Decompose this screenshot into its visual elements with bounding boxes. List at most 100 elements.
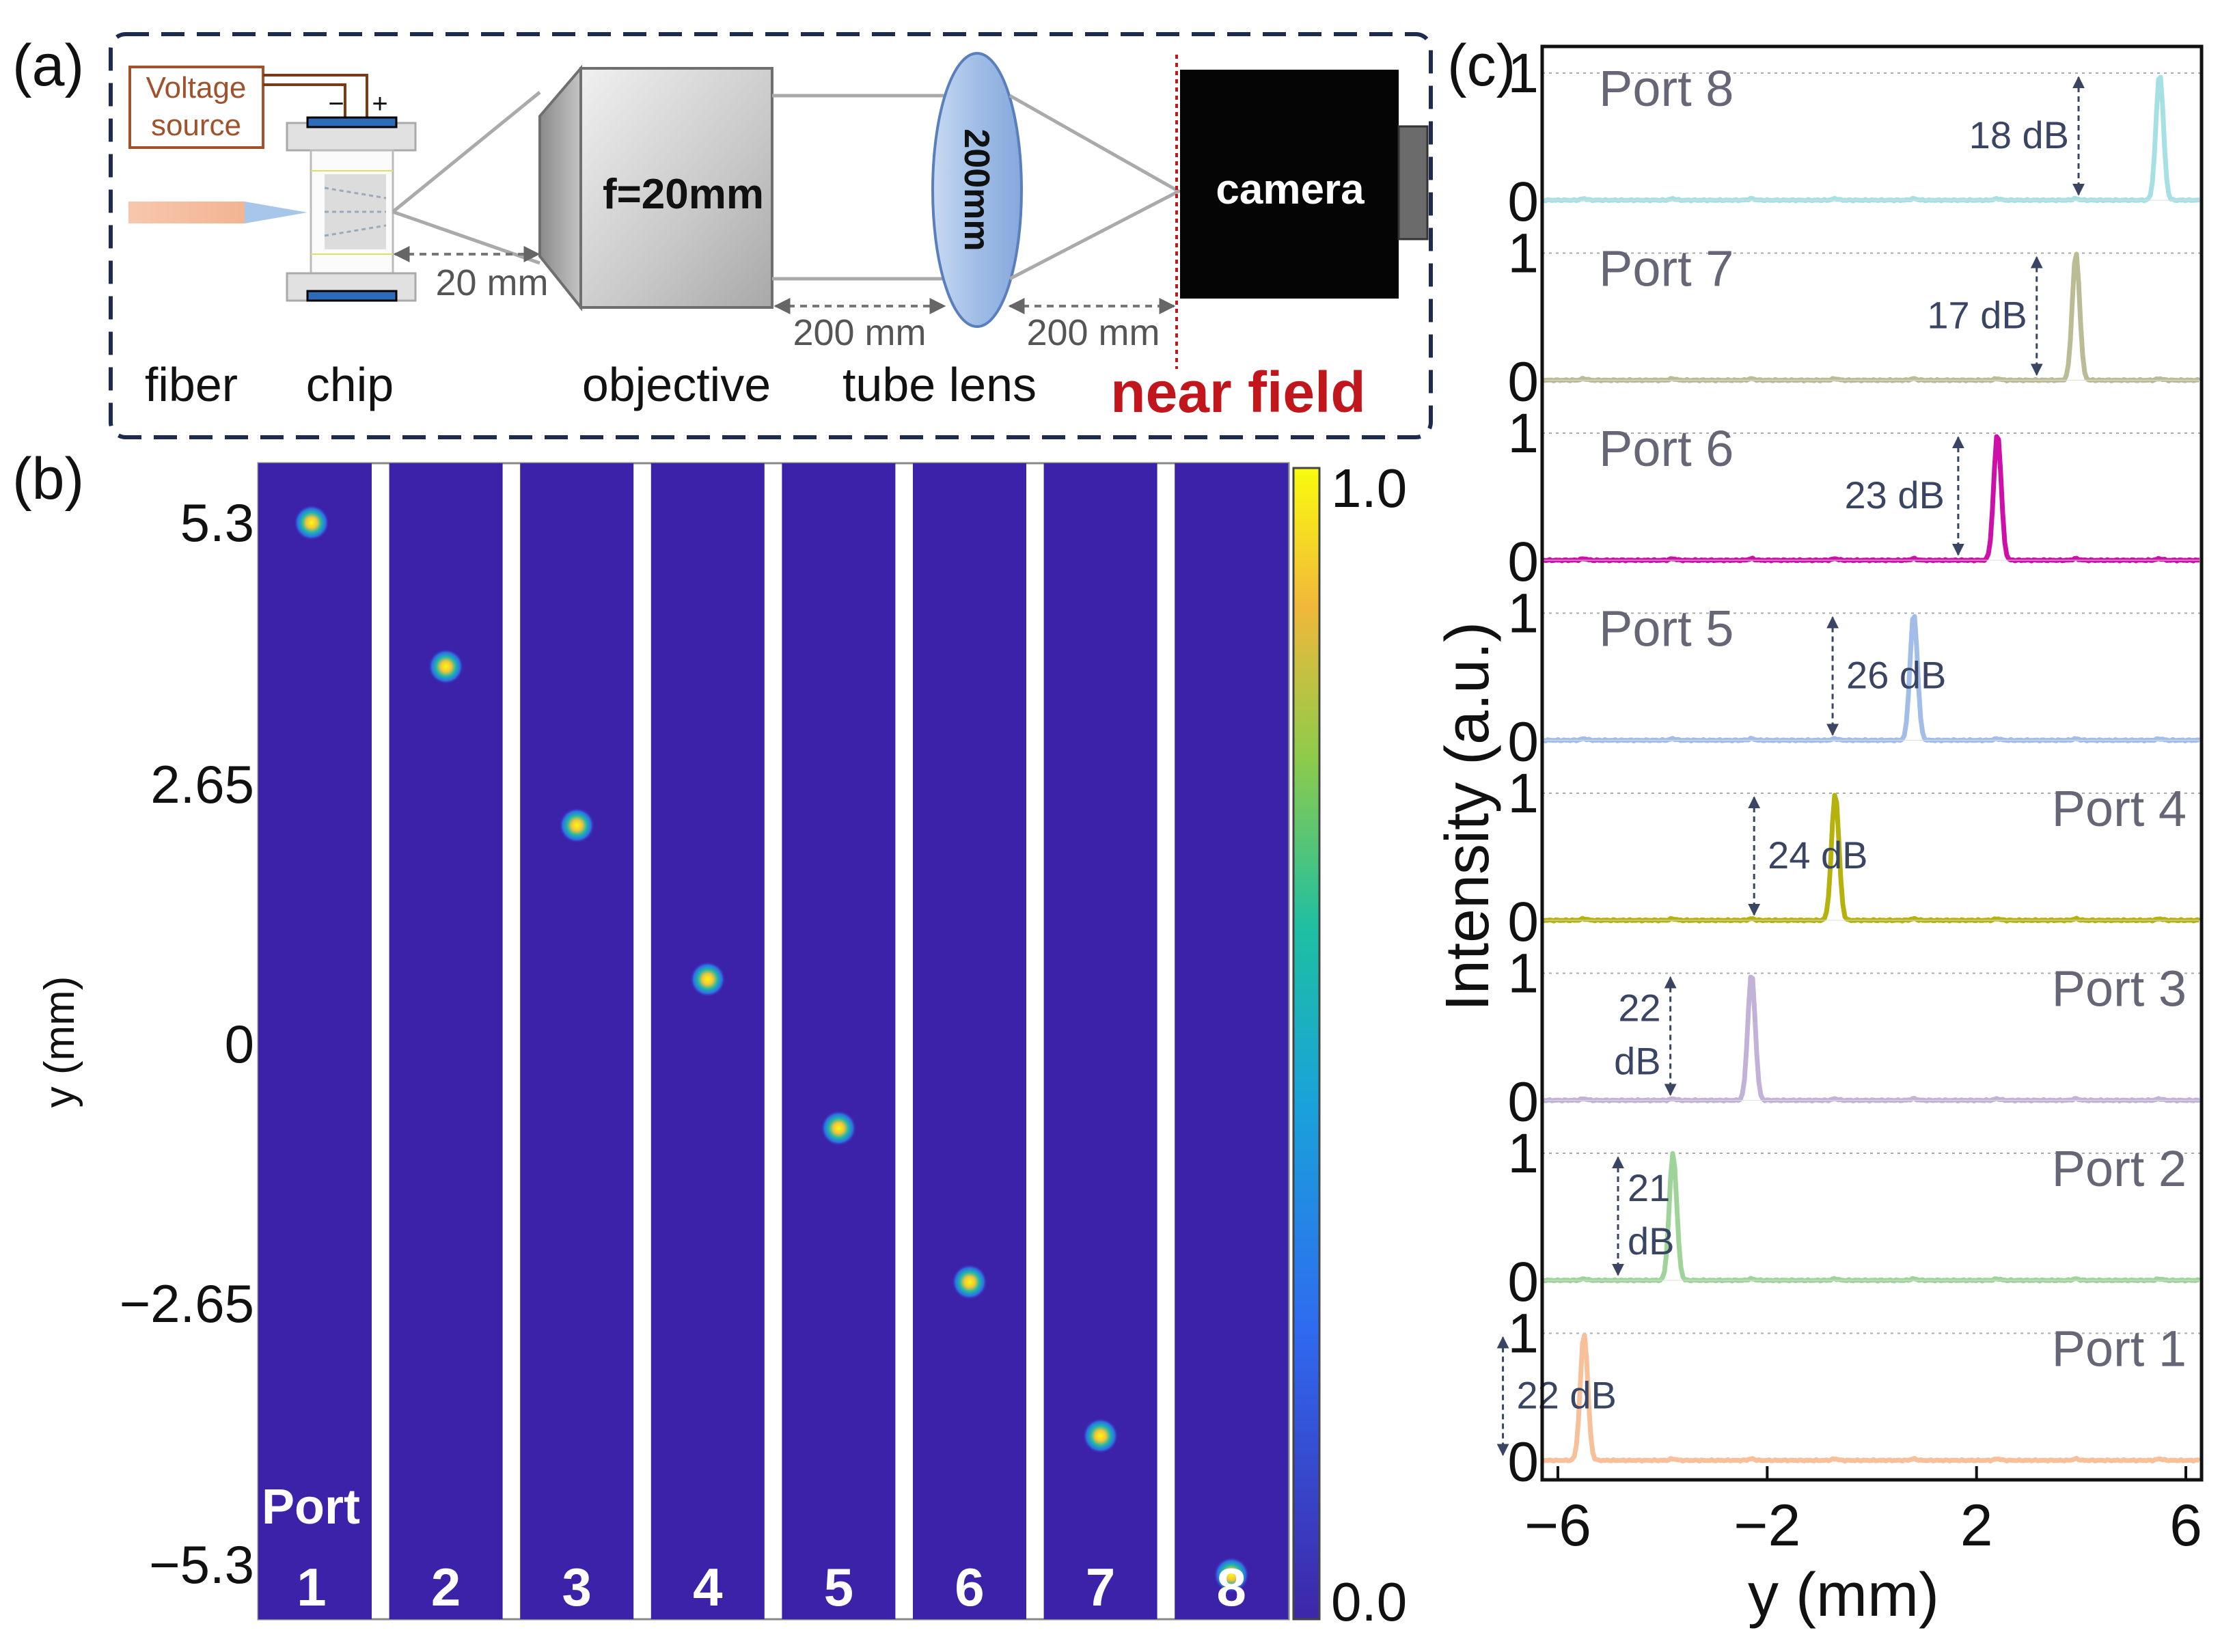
heatmap-spot xyxy=(1082,1418,1119,1454)
port-number: 7 xyxy=(1086,1557,1115,1617)
heatmap-spot xyxy=(559,808,595,844)
chip xyxy=(286,116,417,302)
port-number: 4 xyxy=(693,1557,722,1617)
port-label: Port 8 xyxy=(1599,60,1733,117)
heatmap-column xyxy=(650,463,765,1619)
ytick-one: 1 xyxy=(1507,1303,1539,1365)
ytick-one: 1 xyxy=(1507,1123,1539,1185)
isolation-label: 22 xyxy=(1618,987,1660,1030)
xtick-label: 2 xyxy=(1960,1493,1993,1558)
ytick: −5.3 xyxy=(149,1534,254,1595)
heatmap-spot xyxy=(1214,1557,1250,1593)
label-chip: chip xyxy=(306,358,394,411)
port-row: 1 0 Port 4 24 dB xyxy=(1507,740,2202,953)
isolation-label: dB xyxy=(1614,1040,1661,1083)
port-row: 1 0 Port 1 22 dB xyxy=(1496,1280,2202,1493)
heatmap-yticks: 5.3 2.65 0 −2.65 −5.3 xyxy=(120,493,254,1595)
port-label: Port 5 xyxy=(1599,601,1733,657)
isolation-label: 21 xyxy=(1628,1166,1670,1209)
ytick-one: 1 xyxy=(1507,762,1539,825)
xtick-label: 6 xyxy=(2169,1493,2202,1558)
heatmap-spot xyxy=(689,961,726,997)
setup-dashed-box xyxy=(109,32,1433,439)
port-label: Port 4 xyxy=(2052,780,2187,837)
port-row: 1 0 Port 2 21 dB xyxy=(1507,1100,2202,1313)
port-number: 2 xyxy=(431,1557,461,1617)
beam-lens-camera xyxy=(1009,94,1183,281)
port-label: Port 7 xyxy=(1599,240,1733,297)
port-label: Port 6 xyxy=(1599,420,1733,477)
wire-minus xyxy=(263,83,346,118)
dist-lens-camera: 200 mm xyxy=(1026,312,1160,353)
port-row: 1 0 Port 6 23 dB xyxy=(1507,380,2202,593)
ytick: 0 xyxy=(225,1014,254,1074)
ytick: 2.65 xyxy=(150,754,254,814)
heatmap-spot xyxy=(294,505,329,540)
plus-sign: + xyxy=(372,89,387,119)
ytick-zero: 0 xyxy=(1507,171,1539,233)
tube-lens: 200mm xyxy=(931,52,1023,328)
fiber xyxy=(128,202,245,223)
ytick: −2.65 xyxy=(120,1274,254,1334)
port-number: 5 xyxy=(824,1557,853,1617)
objective: f=20mm xyxy=(538,64,773,312)
ytick-one: 1 xyxy=(1507,943,1539,1005)
isolation-label: 24 dB xyxy=(1768,834,1867,877)
port-label: Port 3 xyxy=(2052,961,2187,1017)
setup-panel: (a) Voltage source − + xyxy=(12,32,1433,439)
voltage-source-line2: source xyxy=(151,109,241,142)
line-xlabel: y (mm) xyxy=(1748,1561,1939,1629)
label-tube-lens: tube lens xyxy=(842,358,1037,411)
heatmap-columns: 1 2 3 4 5 6 7 8 xyxy=(258,463,1289,1619)
voltage-source-line1: Voltage xyxy=(146,71,247,105)
label-fiber: fiber xyxy=(145,358,238,411)
colorbar-min: 0.0 xyxy=(1331,1571,1407,1632)
trace-port-1 xyxy=(1543,1332,2201,1464)
ytick-one: 1 xyxy=(1507,583,1539,645)
ytick-one: 1 xyxy=(1507,42,1539,105)
colorbar-max: 1.0 xyxy=(1331,458,1407,519)
isolation-label: dB xyxy=(1628,1220,1675,1263)
wire-plus xyxy=(263,74,368,118)
isolation-label: 26 dB xyxy=(1846,654,1946,697)
line-plot-frame xyxy=(1540,44,2204,1482)
ytick-zero: 0 xyxy=(1507,1071,1539,1133)
panel-label-b: (b) xyxy=(12,446,84,512)
port-number: 1 xyxy=(297,1557,326,1617)
ytick-one: 1 xyxy=(1507,402,1539,465)
heatmap-column xyxy=(389,463,503,1619)
heatmap-column xyxy=(520,463,634,1619)
panel-label-a: (a) xyxy=(12,33,84,98)
xtick-label: −2 xyxy=(1733,1493,1800,1558)
isolation-label: 23 dB xyxy=(1845,473,1945,517)
port-number: 3 xyxy=(562,1557,592,1617)
port-row: 1 0 Port 3 22 dB xyxy=(1507,920,2202,1133)
ytick-zero: 0 xyxy=(1507,891,1539,953)
isolation-label: 18 dB xyxy=(1969,113,2069,156)
xtick-label: −6 xyxy=(1524,1493,1591,1558)
label-near-field: near field xyxy=(1110,360,1365,424)
ytick-zero: 0 xyxy=(1507,711,1539,773)
port-row: 1 0 Port 7 17 dB xyxy=(1507,199,2202,413)
isolation-label: 22 dB xyxy=(1517,1374,1617,1417)
port-row: 1 0 Port 5 26 dB xyxy=(1507,560,2202,773)
dist-chip-objective: 20 mm xyxy=(435,262,548,303)
heatmap-column xyxy=(1175,463,1289,1619)
ytick-zero: 0 xyxy=(1507,531,1539,593)
tube-lens-focal-text: 200mm xyxy=(957,128,996,251)
port-label: Port 1 xyxy=(2052,1321,2187,1377)
voltage-source-box xyxy=(128,66,264,149)
heatmap-spot xyxy=(952,1264,987,1300)
camera-text: camera xyxy=(1216,166,1365,213)
voltage-source: Voltage source − + xyxy=(128,66,388,149)
port-label: Port 2 xyxy=(2052,1140,2187,1197)
heatmap-column xyxy=(258,463,372,1619)
port-number: 8 xyxy=(1217,1557,1246,1617)
beam-chip-objective xyxy=(392,91,541,265)
ytick-one: 1 xyxy=(1507,223,1539,285)
heatmap-column xyxy=(782,463,896,1619)
fiber-tip xyxy=(245,202,307,223)
